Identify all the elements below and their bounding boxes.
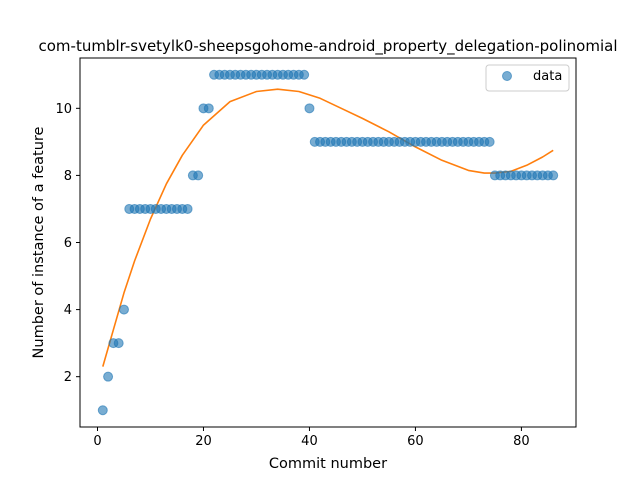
y-tick-label: 4 — [64, 303, 72, 318]
y-tick-label: 2 — [64, 370, 72, 385]
x-tick-label: 20 — [195, 434, 212, 449]
legend-label: data — [533, 69, 562, 84]
y-axis-ticks: 2 4 6 8 10 — [55, 102, 80, 385]
data-point — [182, 203, 193, 214]
x-axis-ticks: 0 20 40 60 80 — [93, 427, 530, 449]
chart-title: com-tumblr-svetylk0-sheepsgohome-android… — [39, 37, 618, 56]
y-tick-label: 8 — [64, 169, 72, 184]
x-axis-label: Commit number — [269, 456, 387, 472]
x-tick-label: 0 — [93, 434, 101, 449]
x-tick-label: 60 — [407, 434, 424, 449]
plot-area — [79, 57, 577, 428]
legend: data — [485, 64, 570, 92]
data-point — [203, 103, 214, 114]
data-point — [304, 103, 315, 114]
data-point — [118, 304, 129, 315]
y-axis-label: Number of instance of a feature — [31, 126, 47, 358]
legend-marker — [502, 71, 512, 81]
data-point — [548, 170, 559, 181]
data-point — [103, 371, 114, 382]
data-point — [484, 136, 495, 147]
y-tick-label: 10 — [55, 102, 72, 117]
y-tick-label: 6 — [64, 236, 72, 251]
x-tick-label: 40 — [301, 434, 318, 449]
data-point — [299, 69, 310, 80]
data-point — [193, 170, 204, 181]
data-point — [113, 338, 124, 349]
x-tick-label: 80 — [513, 434, 530, 449]
data-point — [97, 405, 108, 416]
data-points-layer — [97, 69, 559, 416]
